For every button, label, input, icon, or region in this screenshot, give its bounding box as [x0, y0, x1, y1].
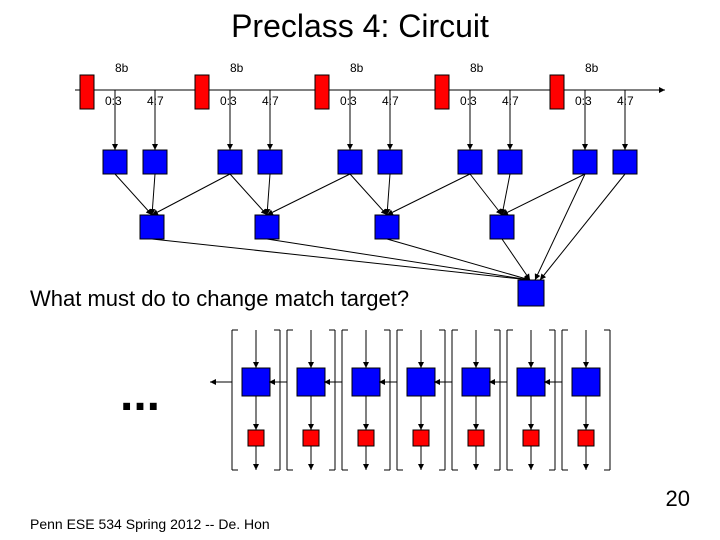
- blue-cell: [242, 368, 270, 396]
- lane-4: 8b 0:3 4:7: [435, 61, 522, 174]
- bus-label: 8b: [470, 61, 484, 75]
- red-cell: [578, 430, 594, 446]
- red-register: [80, 75, 94, 109]
- blue-cell: [352, 368, 380, 396]
- red-register: [550, 75, 564, 109]
- lo-label: 0:3: [575, 94, 592, 108]
- lo-label: 0:3: [105, 94, 122, 108]
- blue-collector: [518, 280, 544, 306]
- bottom-columns: [210, 330, 610, 470]
- blue-node: [498, 150, 522, 174]
- red-register: [435, 75, 449, 109]
- hi-label: 4:7: [502, 94, 519, 108]
- blue-combiner: [255, 215, 279, 239]
- red-cell: [303, 430, 319, 446]
- red-cell: [468, 430, 484, 446]
- blue-node: [218, 150, 242, 174]
- lane-1: 8b 0:3 4:7: [80, 61, 167, 174]
- lo-label: 0:3: [460, 94, 477, 108]
- hi-label: 4:7: [147, 94, 164, 108]
- row2: [115, 174, 585, 239]
- bottom-circuit-diagram: ...: [0, 320, 720, 500]
- blue-node: [103, 150, 127, 174]
- red-cell: [358, 430, 374, 446]
- hi-label: 4:7: [262, 94, 279, 108]
- red-register: [195, 75, 209, 109]
- blue-cell: [407, 368, 435, 396]
- blue-node: [258, 150, 282, 174]
- blue-node: [573, 150, 597, 174]
- bus-label: 8b: [230, 61, 244, 75]
- blue-cell: [297, 368, 325, 396]
- ellipsis-dots: ...: [120, 368, 160, 421]
- blue-node: [338, 150, 362, 174]
- red-cell: [413, 430, 429, 446]
- blue-node: [378, 150, 402, 174]
- bus-label: 8b: [115, 61, 129, 75]
- blue-node: [613, 150, 637, 174]
- lane-2: 8b 0:3 4:7: [195, 61, 282, 174]
- lane-3: 8b 0:3 4:7: [315, 61, 402, 174]
- top-circuit-diagram: 8b 0:3 4:7 8b 0:3 4:7 8b 0:3 4:7 8b 0:3 …: [0, 50, 720, 350]
- bus-label: 8b: [585, 61, 599, 75]
- red-cell: [248, 430, 264, 446]
- lane-5: 8b 0:3 4:7: [550, 61, 637, 174]
- lo-label: 0:3: [220, 94, 237, 108]
- blue-cell: [517, 368, 545, 396]
- blue-combiner: [140, 215, 164, 239]
- blue-combiner: [490, 215, 514, 239]
- hi-label: 4:7: [382, 94, 399, 108]
- lo-label: 0:3: [340, 94, 357, 108]
- red-cell: [523, 430, 539, 446]
- slide-title: Preclass 4: Circuit: [0, 8, 720, 45]
- red-register: [315, 75, 329, 109]
- blue-node: [143, 150, 167, 174]
- blue-cell: [572, 368, 600, 396]
- blue-node: [458, 150, 482, 174]
- blue-cell: [462, 368, 490, 396]
- bus-label: 8b: [350, 61, 364, 75]
- blue-combiner: [375, 215, 399, 239]
- footer-text: Penn ESE 534 Spring 2012 -- De. Hon: [30, 516, 270, 532]
- hi-label: 4:7: [617, 94, 634, 108]
